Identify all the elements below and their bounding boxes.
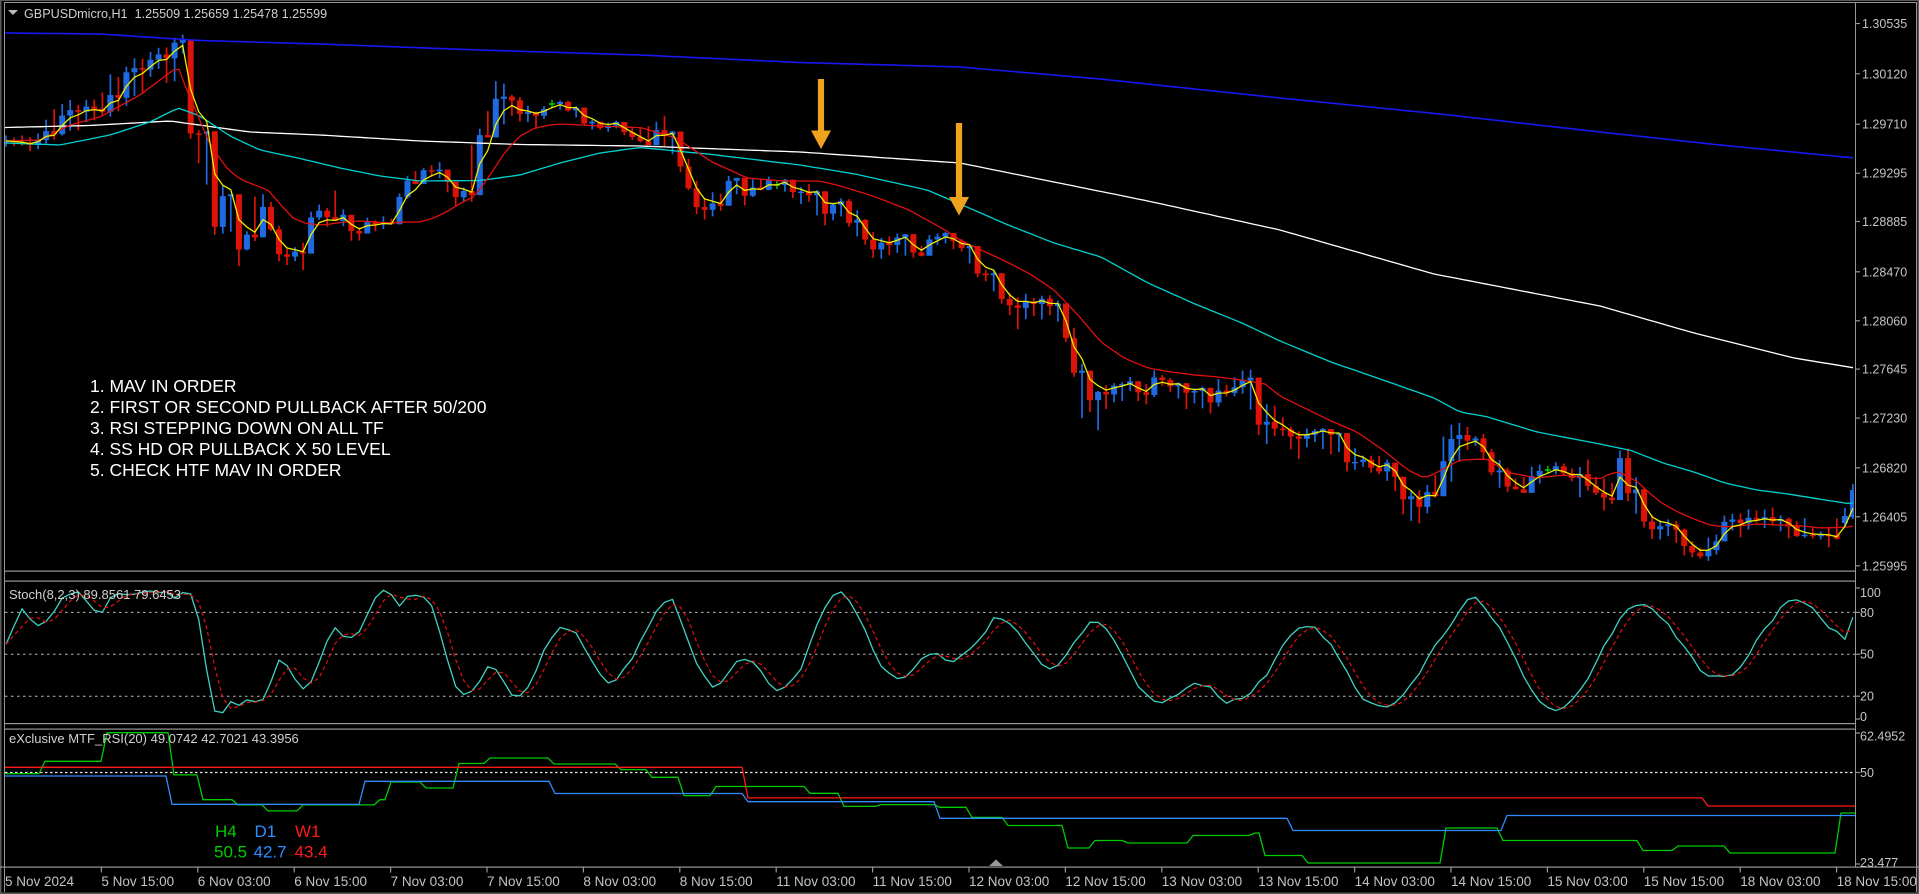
svg-text:14 Nov 15:00: 14 Nov 15:00: [1451, 874, 1531, 889]
svg-text:1.28060: 1.28060: [1862, 314, 1907, 328]
svg-text:2. FIRST OR SECOND PULLBACK AF: 2. FIRST OR SECOND PULLBACK AFTER 50/200: [90, 397, 487, 417]
svg-text:6 Nov 03:00: 6 Nov 03:00: [198, 874, 271, 889]
svg-text:1.30535: 1.30535: [1862, 17, 1907, 31]
svg-text:7 Nov 15:00: 7 Nov 15:00: [487, 874, 560, 889]
svg-text:20: 20: [1860, 690, 1874, 704]
svg-text:5 Nov 2024: 5 Nov 2024: [5, 874, 75, 889]
svg-text:13 Nov 15:00: 13 Nov 15:00: [1258, 874, 1338, 889]
svg-text:43.4: 43.4: [295, 843, 328, 862]
svg-text:1.25995: 1.25995: [1862, 559, 1907, 573]
svg-text:8 Nov 15:00: 8 Nov 15:00: [680, 874, 753, 889]
svg-text:50: 50: [1860, 766, 1874, 780]
svg-text:1.30120: 1.30120: [1862, 67, 1907, 81]
svg-text:1.26820: 1.26820: [1862, 461, 1907, 475]
svg-text:D1: D1: [255, 822, 277, 841]
svg-text:11 Nov 03:00: 11 Nov 03:00: [776, 874, 855, 889]
svg-text:13 Nov 03:00: 13 Nov 03:00: [1162, 874, 1242, 889]
svg-text:42.7: 42.7: [254, 843, 287, 862]
svg-text:23.477: 23.477: [1860, 856, 1898, 870]
svg-text:7 Nov 03:00: 7 Nov 03:00: [391, 874, 464, 889]
svg-text:eXclusive MTF_RSI(20) 49.0742: eXclusive MTF_RSI(20) 49.0742 42.7021 43…: [9, 731, 299, 746]
svg-text:11 Nov 15:00: 11 Nov 15:00: [873, 874, 952, 889]
svg-text:3. RSI STEPPING DOWN ON ALL TF: 3. RSI STEPPING DOWN ON ALL TF: [90, 418, 384, 438]
svg-text:0: 0: [1860, 710, 1867, 724]
svg-text:1.29710: 1.29710: [1862, 118, 1907, 132]
svg-text:5 Nov 15:00: 5 Nov 15:00: [101, 874, 174, 889]
svg-text:12 Nov 15:00: 12 Nov 15:00: [1065, 874, 1145, 889]
svg-text:1.27645: 1.27645: [1862, 363, 1907, 377]
svg-text:1.28470: 1.28470: [1862, 265, 1907, 279]
svg-text:1. MAV IN ORDER: 1. MAV IN ORDER: [90, 376, 237, 396]
svg-text:50: 50: [1860, 648, 1874, 662]
svg-text:14 Nov 03:00: 14 Nov 03:00: [1355, 874, 1435, 889]
svg-text:W1: W1: [295, 822, 321, 841]
svg-text:Stoch(8,2,3) 89.8561 79.6453: Stoch(8,2,3) 89.8561 79.6453: [9, 587, 181, 602]
svg-text:12 Nov 03:00: 12 Nov 03:00: [969, 874, 1049, 889]
svg-text:5. CHECK HTF MAV IN ORDER: 5. CHECK HTF MAV IN ORDER: [90, 460, 342, 480]
svg-text:8 Nov 03:00: 8 Nov 03:00: [583, 874, 656, 889]
svg-text:1.29295: 1.29295: [1862, 167, 1907, 181]
svg-text:80: 80: [1860, 606, 1874, 620]
svg-text:1.28885: 1.28885: [1862, 215, 1907, 229]
svg-text:4. SS HD OR PULLBACK X 50 LEVE: 4. SS HD OR PULLBACK X 50 LEVEL: [90, 439, 391, 459]
svg-text:50.5: 50.5: [214, 843, 247, 862]
svg-text:18 Nov 15:00: 18 Nov 15:00: [1837, 874, 1917, 889]
svg-text:6 Nov 15:00: 6 Nov 15:00: [294, 874, 367, 889]
svg-text:62.4952: 62.4952: [1860, 730, 1905, 744]
svg-text:H4: H4: [215, 822, 237, 841]
svg-text:18 Nov 03:00: 18 Nov 03:00: [1740, 874, 1820, 889]
svg-text:100: 100: [1860, 586, 1881, 600]
svg-text:15 Nov 03:00: 15 Nov 03:00: [1547, 874, 1627, 889]
svg-text:1.27230: 1.27230: [1862, 412, 1907, 426]
svg-text:GBPUSDmicro,H1 1.25509 1.2565: GBPUSDmicro,H1 1.25509 1.25659 1.25478 1…: [24, 7, 327, 21]
svg-text:15 Nov 15:00: 15 Nov 15:00: [1644, 874, 1724, 889]
svg-text:1.26405: 1.26405: [1862, 510, 1907, 524]
